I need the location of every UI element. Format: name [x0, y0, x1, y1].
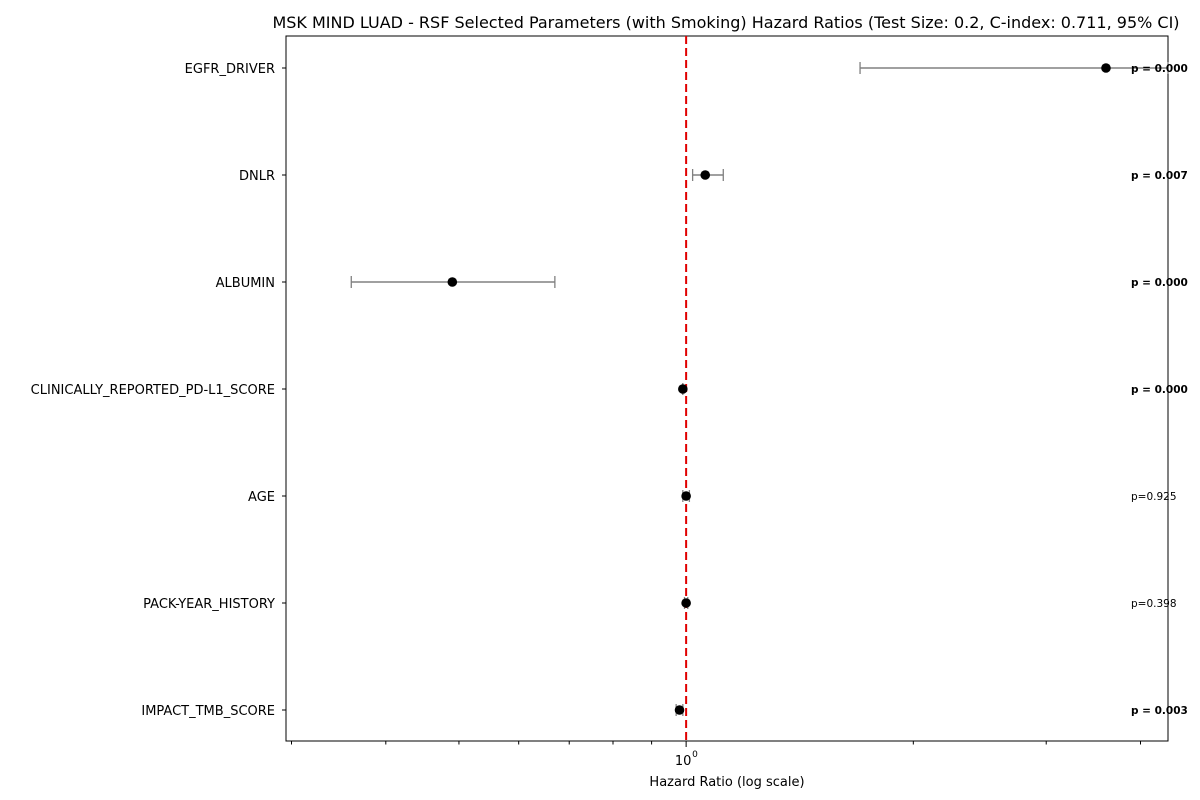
x-axis-label: Hazard Ratio (log scale) — [649, 775, 804, 790]
p-value: p = 0.003 — [1131, 705, 1188, 717]
p-value: p=0.398 — [1131, 598, 1177, 610]
p-value: p = 0.007 — [1131, 170, 1188, 182]
p-value: p = 0.000 — [1131, 277, 1188, 289]
parameter-row: ALBUMIN p = 0.000 — [216, 276, 1188, 291]
parameter-row: DNLR p = 0.007 — [239, 169, 1188, 184]
parameter-row: AGE p=0.925 — [248, 490, 1177, 505]
hazard-ratio-point — [700, 170, 711, 180]
parameter-label: AGE — [248, 490, 275, 505]
parameter-label: PACK-YEAR_HISTORY — [143, 597, 275, 612]
chart-title: MSK MIND LUAD - RSF Selected Parameters … — [272, 13, 1179, 32]
parameter-label: EGFR_DRIVER — [185, 62, 275, 77]
parameter-row: IMPACT_TMB_SCORE p = 0.003 — [141, 704, 1188, 719]
x-axis: 10 0 — [291, 741, 1142, 769]
parameter-label: CLINICALLY_REPORTED_PD-L1_SCORE — [31, 383, 275, 398]
hazard-ratio-point — [1101, 63, 1111, 73]
x-tick-label: 10 — [675, 754, 692, 769]
hazard-ratio-point — [674, 705, 685, 715]
hazard-ratio-point — [681, 491, 691, 501]
x-tick-exponent: 0 — [692, 750, 698, 760]
parameter-label: DNLR — [239, 169, 275, 184]
p-value: p=0.925 — [1131, 491, 1177, 503]
parameter-row: CLINICALLY_REPORTED_PD-L1_SCORE p = 0.000 — [31, 383, 1188, 398]
parameter-row: EGFR_DRIVER p = 0.000 — [185, 62, 1188, 77]
parameter-label: ALBUMIN — [216, 276, 275, 291]
p-value: p = 0.000 — [1131, 63, 1188, 75]
parameter-row: PACK-YEAR_HISTORY p=0.398 — [143, 597, 1177, 612]
hazard-ratio-point — [447, 277, 458, 287]
p-value: p = 0.000 — [1131, 384, 1188, 396]
hazard-ratio-point — [678, 384, 688, 394]
hazard-ratio-point — [681, 598, 691, 608]
plot-area-frame — [285, 35, 1169, 742]
parameter-label: IMPACT_TMB_SCORE — [141, 704, 275, 719]
